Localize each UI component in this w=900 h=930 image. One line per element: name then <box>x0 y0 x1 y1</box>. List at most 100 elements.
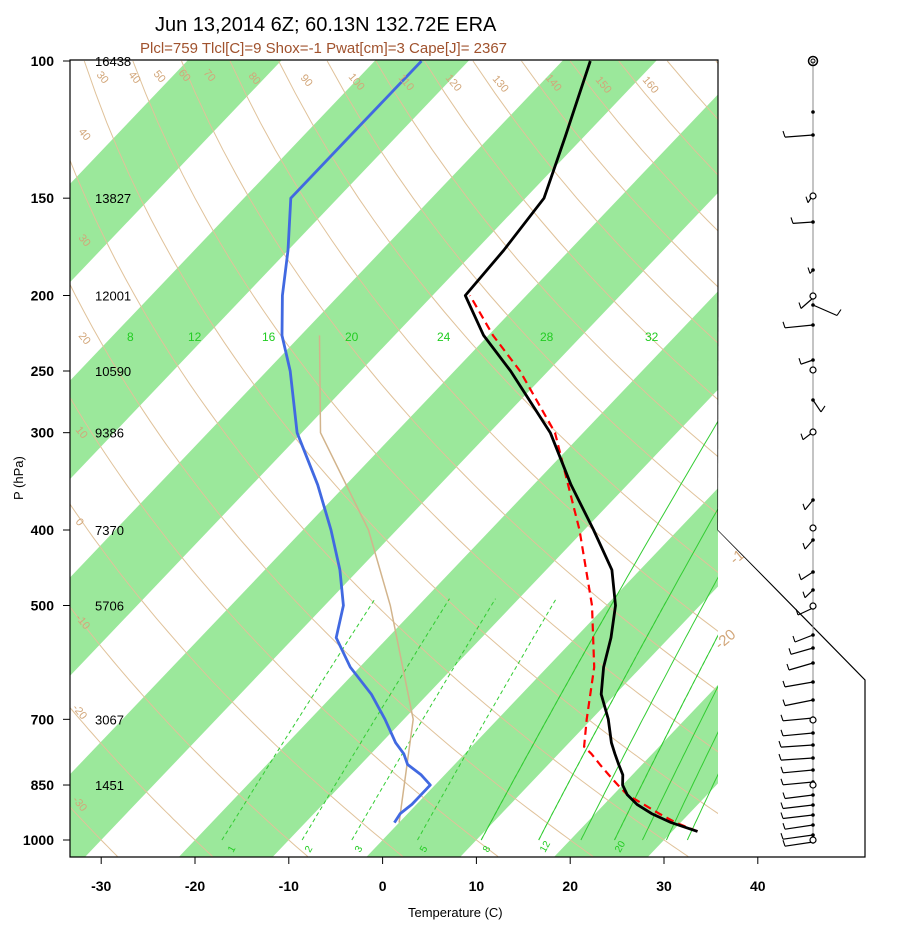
isotherm-bands <box>70 60 718 857</box>
wind-barb <box>782 781 814 786</box>
dry-adiabat <box>70 503 404 857</box>
wind-barb-flag <box>782 699 786 706</box>
mixing-ratio-label: 28 <box>540 330 554 344</box>
plot-border <box>69 59 866 858</box>
wind-barb <box>782 769 814 774</box>
mixing-ratio-line <box>641 685 718 841</box>
dry-adiabat-label: 30 <box>94 69 111 86</box>
wind-barb-flag <box>782 792 786 799</box>
dry-adiabat-left-label: 0 <box>73 516 86 528</box>
isotherm-band <box>553 684 718 857</box>
wind-barb-flag <box>798 358 802 365</box>
mixing-ratio-small-label: 1 <box>226 844 239 855</box>
temperature-tick-label: 40 <box>750 878 766 894</box>
wind-barb <box>812 399 822 413</box>
wind-barb <box>800 297 814 309</box>
wind-barb-dot <box>811 570 815 574</box>
wind-level-marker <box>809 781 817 789</box>
mixing-ratio-small-label: 20 <box>613 839 628 855</box>
wind-level-marker <box>809 602 817 610</box>
wind-barb-dot <box>811 646 815 650</box>
calm-wind-circle-inner <box>810 58 816 64</box>
pressure-tick-label: 250 <box>31 363 55 379</box>
wind-barb-dot <box>811 743 815 747</box>
mixing-ratio-label: 24 <box>437 330 451 344</box>
dry-adiabat <box>70 706 213 857</box>
isotherm-band <box>70 94 718 857</box>
mixing-ratio-dashed-line <box>480 598 616 841</box>
wind-barb-dot <box>811 793 815 797</box>
mixing-ratio-label: 16 <box>262 330 276 344</box>
wind-barb <box>784 699 814 707</box>
dry-adiabat <box>70 283 594 857</box>
mixing-ratio-label: 20 <box>345 330 359 344</box>
wind-barb-dot <box>811 823 815 827</box>
temperature-tick-label: -30 <box>91 878 111 894</box>
pressure-tick-label: 300 <box>31 425 55 441</box>
height-label: 16438 <box>95 54 131 69</box>
mixing-ratio-small-label: 12 <box>538 839 553 855</box>
dry-adiabat <box>132 60 718 753</box>
wind-barb-dot <box>811 398 815 402</box>
dry-adiabats <box>70 60 718 857</box>
wind-barb <box>788 662 814 671</box>
wind-barb <box>812 304 838 317</box>
height-label: 7370 <box>95 523 124 538</box>
wind-barb-dot <box>811 133 815 137</box>
wind-barb-dot <box>811 268 815 272</box>
mixing-ratio-lines <box>221 420 718 841</box>
dry-adiabat <box>181 60 718 692</box>
y-axis-label: P (hPa) <box>11 456 26 500</box>
wind-barb-dot <box>811 538 815 542</box>
wind-barb-flag <box>782 840 786 847</box>
wind-barb <box>784 324 814 329</box>
wind-barb-dot <box>811 680 815 684</box>
height-label: 10590 <box>95 364 131 379</box>
isotherm-band <box>366 488 718 857</box>
height-label: 3067 <box>95 712 124 727</box>
dry-adiabat <box>326 60 718 515</box>
wind-barb-flag <box>782 321 786 328</box>
wind-barb-flag <box>798 573 802 580</box>
wind-barb-dot <box>811 498 815 502</box>
temperature-tick-label: 0 <box>379 878 387 894</box>
mixing-ratio-dashed-line <box>221 598 376 841</box>
dry-adiabat-left-label: -20 <box>70 702 89 722</box>
wind-barb-flag <box>802 542 806 550</box>
dry-adiabat <box>278 60 718 574</box>
mixing-ratio-label: 32 <box>645 330 659 344</box>
height-label: 1451 <box>95 778 124 793</box>
wind-barb-dot <box>811 661 815 665</box>
wind-barb-flag <box>778 753 782 761</box>
wind-barb <box>797 607 814 616</box>
dry-adiabat <box>70 158 689 857</box>
mixing-ratio-small-label: 5 <box>418 844 431 855</box>
wind-barb-flag <box>780 714 784 721</box>
pressure-tick-label: 200 <box>31 288 55 304</box>
dry-adiabat-label: 160 <box>640 74 661 96</box>
mixing-ratio-small-label: 3 <box>353 844 366 855</box>
dewpoint-line <box>280 60 432 824</box>
mixing-ratio-label: 8 <box>127 330 134 344</box>
pressure-tick-label: 700 <box>31 711 55 727</box>
mixing-ratio-dashed-line <box>301 598 450 841</box>
wind-barb <box>782 804 814 810</box>
wind-barb-flag <box>782 130 786 138</box>
mixing-ratio-label: 12 <box>188 330 202 344</box>
wind-barbs <box>778 55 842 847</box>
wind-barb <box>782 814 814 820</box>
wind-barb <box>784 681 814 688</box>
wind-barb-dot <box>811 220 815 224</box>
wind-barb-dot <box>811 633 815 637</box>
wind-level-marker <box>809 524 817 532</box>
isotherm-band <box>70 60 470 480</box>
height-label: 12001 <box>95 289 131 304</box>
dry-adiabat <box>83 60 718 815</box>
wind-barb <box>800 571 814 581</box>
wind-barb-dot <box>811 756 815 760</box>
wind-barb-flag <box>788 648 792 655</box>
wind-barb-dot <box>811 323 815 327</box>
wind-barb-flag <box>780 812 784 819</box>
temperature-tick-label: -20 <box>185 878 205 894</box>
